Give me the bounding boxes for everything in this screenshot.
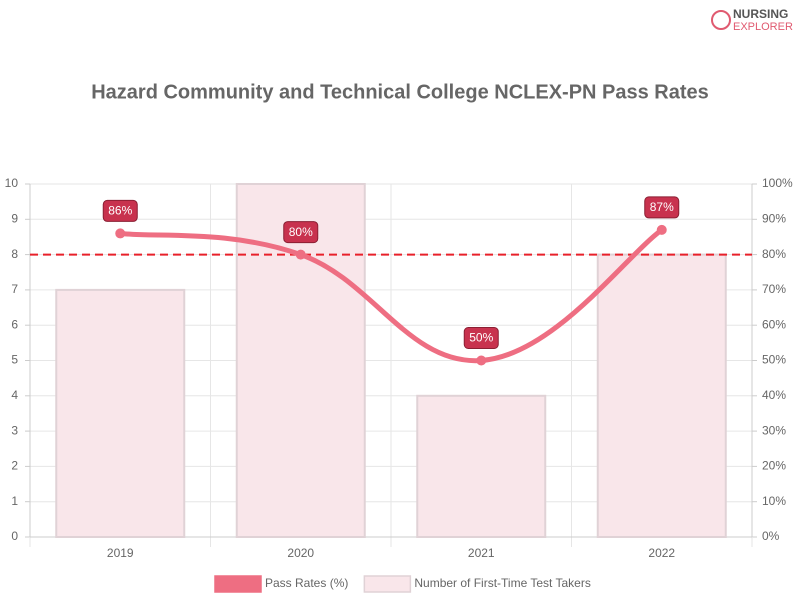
data-label-box bbox=[102, 199, 138, 222]
data-label-box bbox=[283, 221, 319, 244]
y-tick-label: 3 bbox=[11, 423, 18, 437]
bar bbox=[416, 394, 547, 538]
y2-tick-label: 20% bbox=[762, 459, 786, 473]
point bbox=[115, 228, 126, 239]
data-label: 80% bbox=[289, 225, 313, 239]
x-tick-label: 2019 bbox=[107, 546, 134, 560]
y2-tick-label: 100% bbox=[762, 176, 793, 190]
line bbox=[119, 227, 664, 364]
y-tick-label: 10 bbox=[5, 176, 19, 190]
logo-text: EXPLORER bbox=[733, 21, 793, 33]
bar bbox=[55, 288, 186, 538]
logo-icon bbox=[711, 10, 731, 30]
y-tick-label: 9 bbox=[11, 211, 18, 225]
y2-tick-label: 0% bbox=[762, 529, 780, 543]
legend-label: Number of First-Time Test Takers bbox=[414, 576, 590, 590]
y-tick-label: 1 bbox=[11, 494, 18, 508]
point bbox=[656, 224, 667, 235]
data-label: 86% bbox=[108, 204, 132, 218]
bar bbox=[596, 253, 727, 538]
line-series: 86% 80% 50% 87% bbox=[102, 196, 680, 366]
data-label-box bbox=[644, 196, 680, 219]
legend-swatch bbox=[214, 575, 262, 593]
y2-tick-label: 10% bbox=[762, 494, 786, 508]
y-tick-label: 6 bbox=[11, 317, 18, 331]
logo-text: NURSING bbox=[733, 7, 788, 21]
y-tick-label: 8 bbox=[11, 247, 18, 261]
data-label-box bbox=[463, 327, 499, 349]
chart-title: Hazard Community and Technical College N… bbox=[91, 81, 709, 103]
data-label: 87% bbox=[650, 200, 674, 214]
y-tick-label: 0 bbox=[11, 529, 18, 543]
x-tick-label: 2021 bbox=[468, 546, 495, 560]
y2-tick-label: 80% bbox=[762, 247, 786, 261]
y-tick-label: 7 bbox=[11, 282, 18, 296]
y-tick-label: 2 bbox=[11, 459, 18, 473]
point bbox=[295, 249, 306, 260]
legend-swatch bbox=[363, 575, 412, 593]
y2-tick-label: 50% bbox=[762, 353, 786, 367]
logo: NURSING EXPLORER bbox=[711, 7, 793, 33]
legend-label: Pass Rates (%) bbox=[265, 576, 348, 590]
x-tick-label: 2022 bbox=[648, 546, 675, 560]
y2-tick-label: 70% bbox=[762, 282, 786, 296]
data-label: 50% bbox=[469, 331, 493, 345]
y2-tick-label: 60% bbox=[762, 317, 786, 331]
x-tick-label: 2020 bbox=[287, 546, 314, 560]
y2-tick-label: 30% bbox=[762, 423, 786, 437]
y2-tick-label: 90% bbox=[762, 211, 786, 225]
y-tick-label: 5 bbox=[11, 353, 18, 367]
y2-tick-label: 40% bbox=[762, 388, 786, 402]
point bbox=[476, 355, 487, 366]
y-tick-label: 4 bbox=[11, 388, 18, 402]
